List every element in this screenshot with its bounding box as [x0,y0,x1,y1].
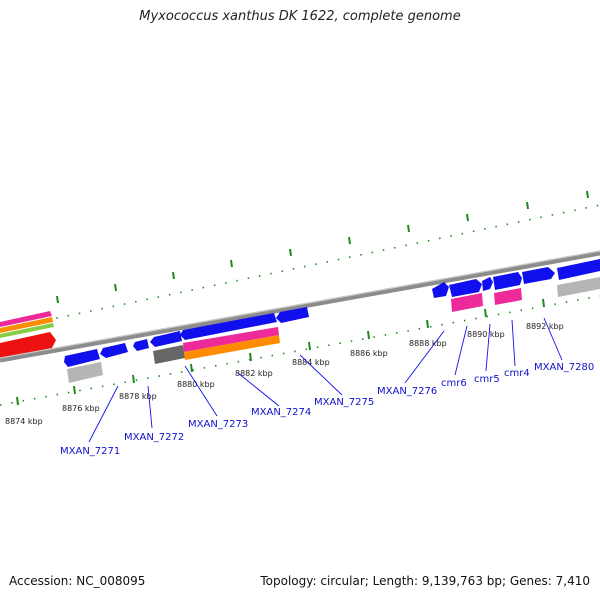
genome-summary-label: Topology: circular; Length: 9,139,763 bp… [260,574,590,588]
dark-grey-feature [153,345,185,364]
cds-arrow [522,267,555,284]
reverse-cds-track [64,307,309,367]
map-title: Myxococcus xanthus DK 1622, complete gen… [139,9,461,24]
gene-label: MXAN_7275 [314,397,374,408]
genome-backbone [0,250,600,363]
gene-labels: MXAN_7271 MXAN_7272 MXAN_7273 MXAN_7274 … [60,362,594,457]
gene-label: cmr4 [504,368,530,379]
cds-arrow [432,282,449,298]
scale-labels: 8874 kbp 8876 kbp 8878 kbp 8880 kbp 8882… [5,322,564,426]
grey-feature [67,362,103,383]
gene-label: cmr6 [441,378,467,389]
cds-arrow [482,277,493,291]
scale-label: 8886 kbp [350,349,388,358]
cds-arrow [557,259,600,280]
forward-cds-track [432,259,600,298]
cds-arrow [180,313,277,340]
scale-label: 8890 kbp [467,330,505,339]
cds-arrow [100,343,128,358]
gene-label: MXAN_7280 [534,362,594,373]
scale-label: 8874 kbp [5,417,43,426]
grey-feature-right [557,277,600,297]
gene-label: MXAN_7276 [377,386,437,397]
scale-label: 8878 kbp [119,392,157,401]
cds-arrow [133,339,149,351]
scale-label: 8884 kbp [292,358,330,367]
lower-tick-ring [0,295,600,406]
gene-label: MXAN_7272 [124,432,184,443]
lower-feature-rows [67,327,280,383]
scale-label: 8892 kbp [526,322,564,331]
gene-label-lines [88,317,563,443]
scale-label: 8876 kbp [62,404,100,413]
cds-arrow [449,279,482,297]
cds-arrow [493,272,522,290]
crispr-features [451,288,522,312]
scale-label: 8882 kbp [235,369,273,378]
accession-label: Accession: NC_008095 [9,574,146,588]
upper-tick-ring [0,190,600,331]
gene-label: MXAN_7271 [60,446,120,457]
left-feature-stack [0,311,56,358]
cds-arrow [276,307,309,323]
scale-label: 8888 kbp [409,339,447,348]
gene-label: cmr5 [474,374,500,385]
gene-label: MXAN_7274 [251,407,311,418]
gene-label: MXAN_7273 [188,419,248,430]
red-feature [0,332,56,358]
cds-arrow [64,349,100,367]
scale-label: 8880 kbp [177,380,215,389]
cds-arrow [150,331,182,347]
